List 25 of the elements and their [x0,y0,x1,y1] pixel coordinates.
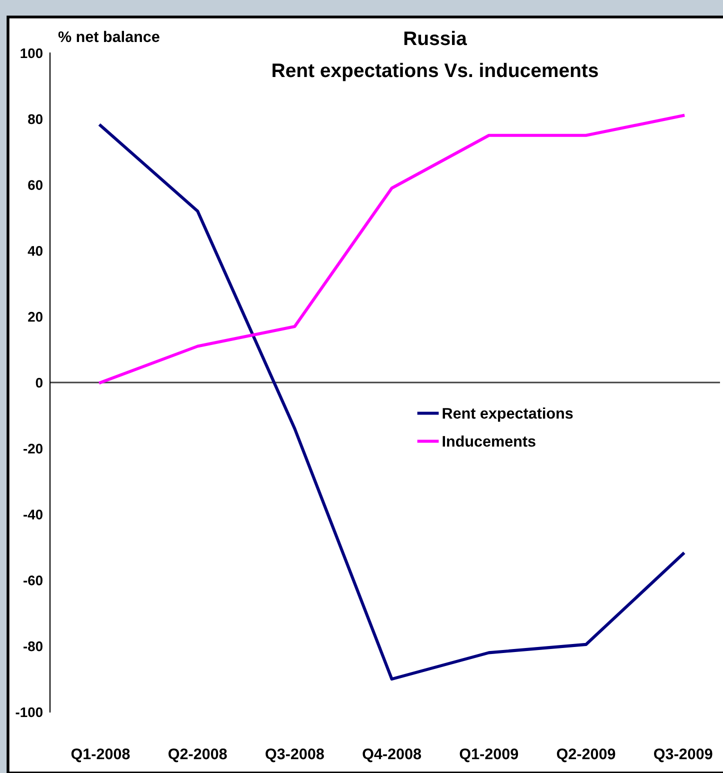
y-tick-label: 60 [28,180,42,190]
y-tick-label: 40 [28,246,42,256]
x-tick-label: Q1-2008 [71,748,130,762]
y-tick-label: 80 [28,114,42,124]
x-tick-label: Q2-2008 [168,748,227,762]
chart-subtitle: Rent expectations Vs. inducements [272,62,598,82]
x-tick-label: Q3-2009 [654,748,712,762]
y-tick-label: -80 [24,641,42,652]
x-tick-label: Q4-2008 [362,748,422,762]
x-tick-label: Q1-2009 [460,748,518,762]
y-tick-label: -100 [16,707,42,718]
legend-label: Inducements [442,436,536,447]
y-tick-label: -60 [24,576,42,586]
line-series [98,114,685,384]
y-tick-label: -40 [24,510,42,520]
y-tick-label: 0 [36,378,42,388]
y-tick-label: -20 [24,444,42,454]
y-tick-label: 20 [28,312,42,322]
y-axis-title: % net balance [58,30,160,42]
legend-label: Rent expectations [442,408,573,422]
x-tick-label: Q3-2008 [266,748,324,762]
line-series [98,124,685,681]
chart-title: Russia [404,30,468,46]
x-tick-label: Q2-2009 [556,748,616,762]
y-tick-label: 100 [20,48,42,58]
